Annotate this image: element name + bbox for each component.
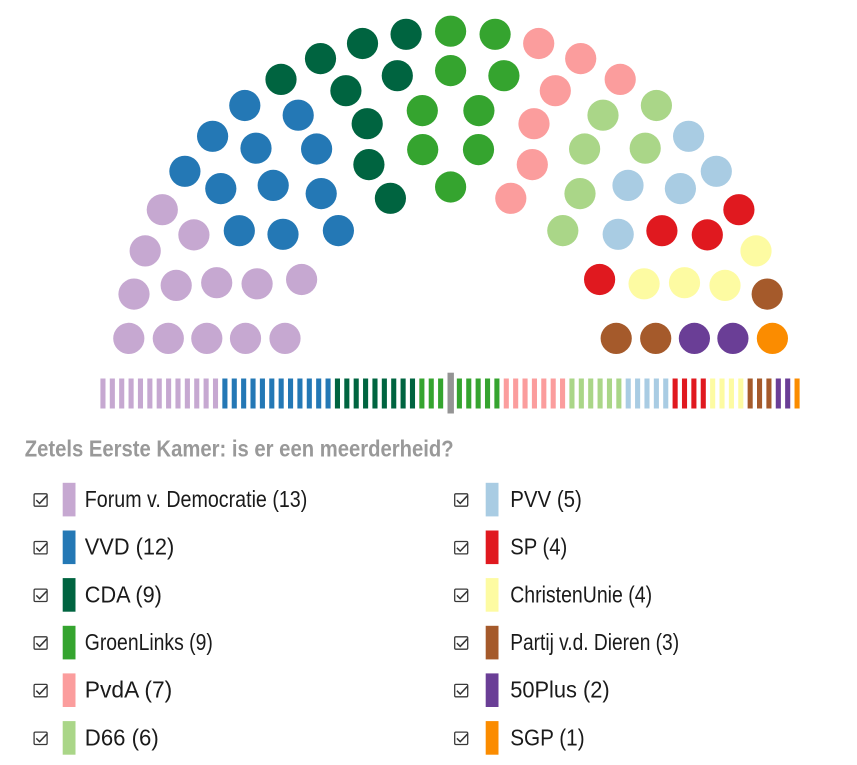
svg-text:SGP (1): SGP (1)	[510, 724, 584, 750]
svg-text:VVD (12): VVD (12)	[85, 534, 175, 560]
svg-text:50Plus (2): 50Plus (2)	[510, 677, 610, 703]
svg-text:Partij v.d. Dieren (3): Partij v.d. Dieren (3)	[510, 629, 679, 655]
svg-text:ChristenUnie (4): ChristenUnie (4)	[510, 581, 652, 607]
svg-text:PVV (5): PVV (5)	[510, 486, 582, 512]
svg-text:GroenLinks (9): GroenLinks (9)	[85, 629, 213, 655]
svg-text:D66 (6): D66 (6)	[85, 724, 159, 750]
svg-text:Forum v. Democratie (13): Forum v. Democratie (13)	[85, 486, 307, 512]
svg-text:PvdA (7): PvdA (7)	[85, 677, 173, 703]
svg-text:Zetels Eerste Kamer: is er een: Zetels Eerste Kamer: is er een meerderhe…	[25, 435, 454, 461]
svg-text:CDA (9): CDA (9)	[85, 581, 162, 607]
svg-text:SP (4): SP (4)	[510, 534, 567, 560]
